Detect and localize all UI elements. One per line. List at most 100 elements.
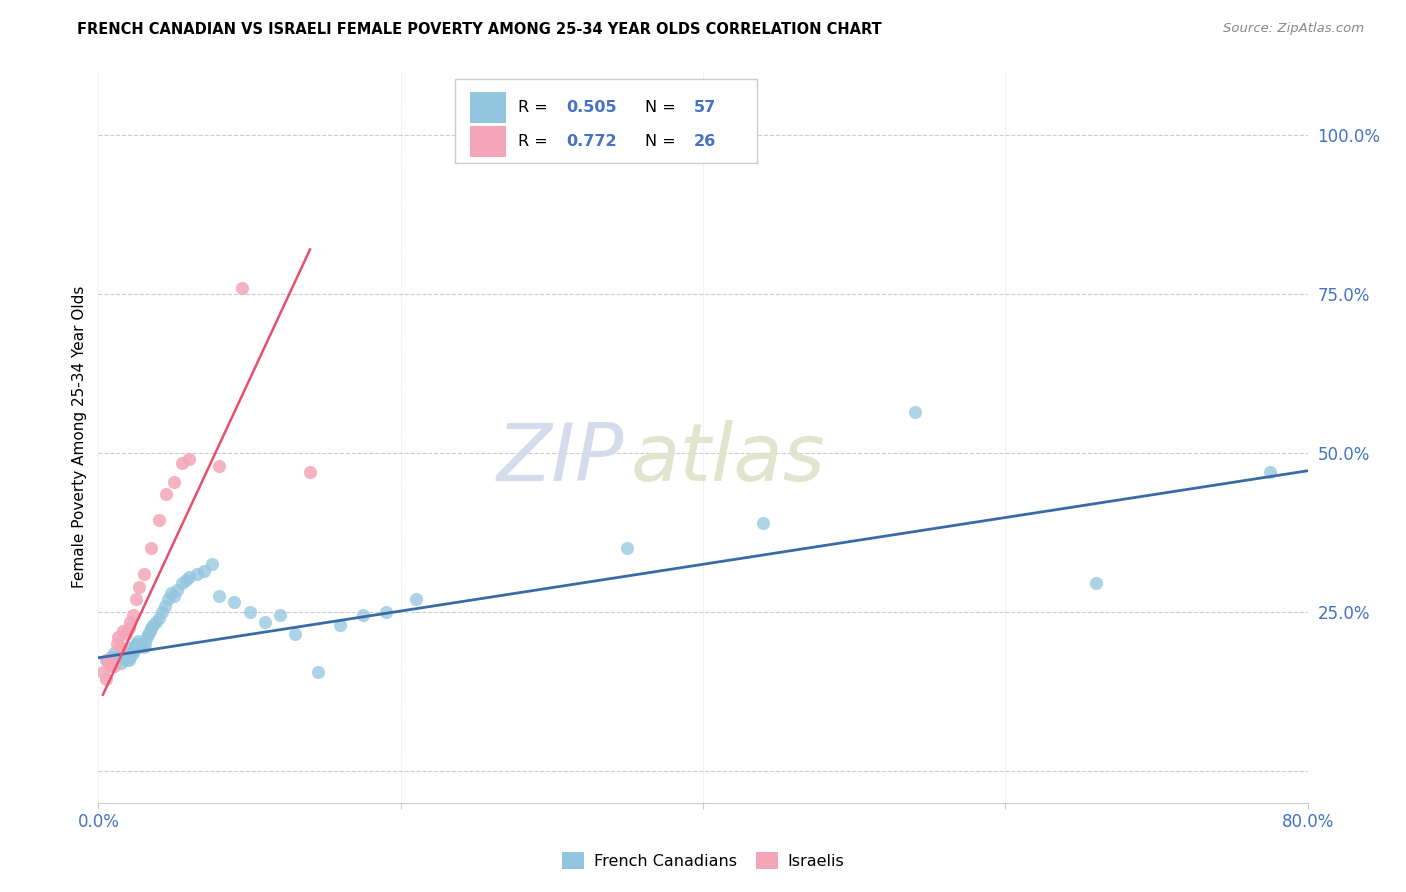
Text: 0.772: 0.772 (567, 134, 617, 149)
Point (125, 637, 148, 651)
Point (121, 646, 143, 660)
Point (139, 624, 162, 638)
Point (129, 637, 152, 651)
Text: R =: R = (517, 134, 553, 149)
Text: FRENCH CANADIAN VS ISRAELI FEMALE POVERTY AMONG 25-34 YEAR OLDS CORRELATION CHAR: FRENCH CANADIAN VS ISRAELI FEMALE POVERT… (77, 22, 882, 37)
FancyBboxPatch shape (470, 126, 506, 157)
Point (156, 592, 179, 607)
Point (253, 615, 276, 629)
Point (122, 646, 145, 660)
Point (110, 640, 132, 654)
Point (111, 649, 134, 664)
Point (904, 404, 927, 418)
Point (107, 631, 129, 645)
Point (201, 558, 224, 572)
Point (141, 541, 163, 556)
Point (160, 586, 183, 600)
Point (107, 649, 129, 664)
Point (141, 621, 163, 635)
Text: 0.505: 0.505 (567, 100, 617, 115)
Text: Source: ZipAtlas.com: Source: ZipAtlas.com (1223, 22, 1364, 36)
Point (186, 566, 208, 581)
Point (134, 637, 156, 651)
Point (179, 570, 201, 584)
Point (103, 659, 125, 673)
Point (405, 592, 427, 607)
Point (150, 605, 173, 619)
Point (132, 640, 155, 654)
Point (239, 605, 262, 619)
Point (145, 615, 167, 629)
Point (153, 599, 176, 613)
Point (136, 627, 159, 641)
Point (114, 627, 136, 641)
Point (132, 566, 155, 581)
Point (105, 637, 128, 651)
Point (114, 653, 136, 667)
Point (352, 608, 374, 623)
Point (163, 475, 186, 489)
FancyBboxPatch shape (456, 78, 758, 163)
Text: 57: 57 (693, 100, 716, 115)
Point (179, 452, 201, 467)
Text: atlas: atlas (630, 420, 825, 498)
Point (155, 487, 177, 501)
Text: ZIP: ZIP (498, 420, 624, 498)
Point (110, 656, 132, 670)
Point (166, 582, 188, 597)
Point (94, 672, 117, 686)
Point (120, 615, 142, 629)
Point (1258, 465, 1281, 479)
Point (616, 541, 638, 556)
Point (120, 649, 142, 664)
Point (1085, 576, 1108, 591)
Point (374, 605, 396, 619)
Point (103, 646, 125, 660)
Point (170, 576, 193, 591)
Point (105, 653, 128, 667)
Point (135, 631, 157, 645)
Point (128, 580, 150, 594)
Point (170, 456, 193, 470)
Text: N =: N = (645, 100, 681, 115)
Point (174, 573, 197, 587)
Point (163, 589, 186, 603)
Point (752, 516, 775, 530)
Point (269, 608, 291, 623)
Point (118, 621, 141, 635)
Point (125, 592, 148, 607)
Y-axis label: Female Poverty Among 25-34 Year Olds: Female Poverty Among 25-34 Year Olds (72, 286, 87, 588)
Text: 26: 26 (693, 134, 716, 149)
Point (208, 458, 231, 473)
Point (101, 656, 124, 670)
Point (111, 624, 134, 638)
Point (94, 653, 117, 667)
Point (299, 465, 322, 479)
Point (100, 649, 122, 664)
Text: R =: R = (517, 100, 553, 115)
Point (231, 280, 253, 294)
Point (128, 640, 150, 654)
Point (124, 640, 146, 654)
Legend: French Canadians, Israelis: French Canadians, Israelis (555, 846, 851, 875)
Point (91, 665, 114, 680)
FancyBboxPatch shape (470, 92, 506, 122)
Text: N =: N = (645, 134, 681, 149)
Point (224, 595, 246, 609)
Point (307, 665, 329, 680)
Point (115, 646, 138, 660)
Point (208, 589, 231, 603)
Point (122, 608, 145, 623)
Point (142, 617, 165, 632)
Point (100, 659, 122, 673)
Point (96, 653, 118, 667)
Point (193, 564, 215, 578)
Point (103, 656, 125, 670)
Point (121, 640, 143, 654)
Point (329, 617, 352, 632)
Point (148, 513, 170, 527)
Point (148, 611, 170, 625)
Point (118, 653, 141, 667)
Point (127, 633, 149, 648)
Point (284, 627, 307, 641)
